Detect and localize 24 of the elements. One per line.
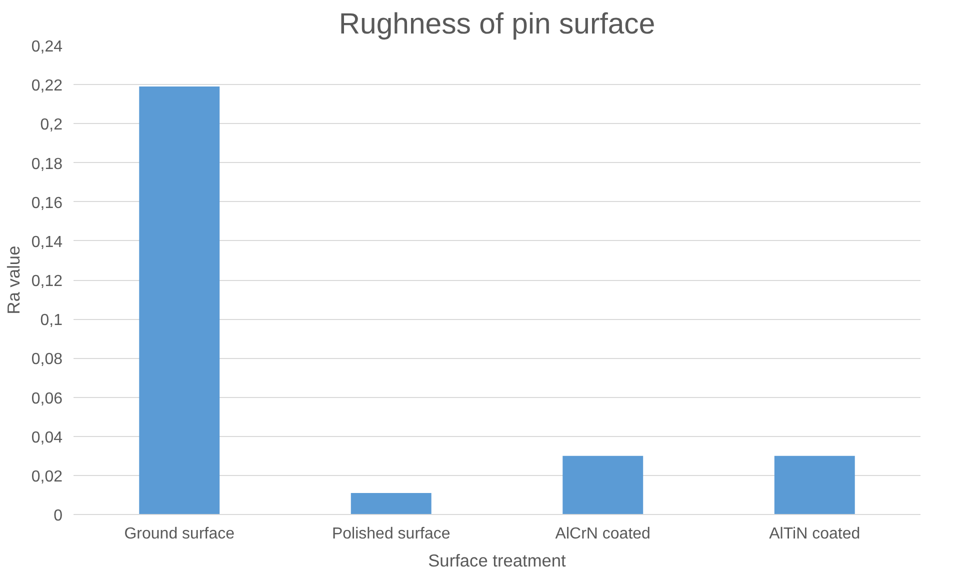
x-axis-title: Surface treatment [428, 550, 566, 570]
chart-title: Rughness of pin surface [338, 8, 656, 40]
x-tick-label: Ground surface [124, 526, 235, 542]
y-tick-label: 0,18 [31, 156, 63, 173]
y-tick-label: 0,22 [31, 78, 63, 95]
y-tick-label: 0,08 [31, 351, 63, 368]
y-tick-label: 0,14 [31, 234, 63, 251]
y-tick-label: 0,24 [31, 38, 63, 56]
y-tick-label: 0,2 [40, 116, 63, 134]
y-tick-label: 0,12 [31, 273, 63, 290]
y-axis-title: Ra value [3, 246, 24, 314]
y-tick-label: 0,06 [31, 390, 63, 408]
x-tick-label: Polished surface [332, 526, 450, 542]
y-tick-label: 0,02 [31, 468, 63, 486]
y-tick-label: 0 [54, 508, 63, 524]
y-tick-label: 0,16 [31, 194, 63, 212]
bar [350, 493, 432, 514]
bar [774, 456, 855, 514]
x-tick-label: AlCrN coated [555, 526, 650, 542]
bar [562, 456, 644, 514]
y-tick-label: 0,1 [40, 312, 63, 330]
bar [139, 86, 220, 514]
x-tick-label: AlTiN coated [769, 526, 860, 542]
y-tick-label: 0,04 [31, 429, 63, 446]
